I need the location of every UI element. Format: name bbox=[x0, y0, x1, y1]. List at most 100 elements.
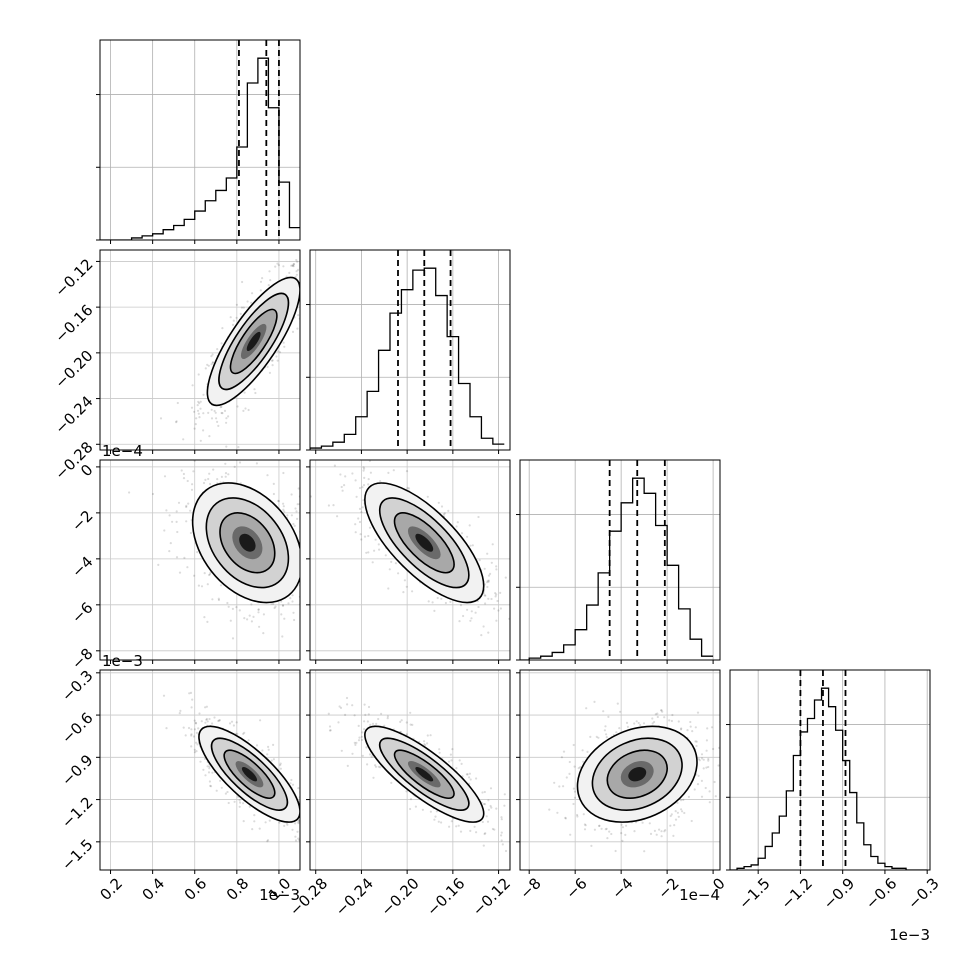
sample-point bbox=[553, 781, 556, 784]
sample-point bbox=[374, 764, 377, 767]
sample-point bbox=[282, 471, 285, 475]
sample-point bbox=[229, 619, 232, 622]
sample-point bbox=[220, 405, 223, 408]
sample-point bbox=[388, 568, 391, 571]
sample-point bbox=[193, 751, 196, 754]
offset-label-row2: 1e−4 bbox=[102, 442, 143, 460]
sample-point bbox=[360, 510, 363, 514]
sample-point bbox=[436, 596, 439, 600]
sample-point bbox=[705, 749, 708, 752]
sample-point bbox=[511, 835, 513, 837]
sample-point bbox=[364, 713, 367, 717]
sample-point bbox=[279, 764, 282, 767]
sample-point bbox=[573, 790, 577, 793]
sample-point bbox=[583, 828, 587, 831]
sample-point bbox=[468, 776, 471, 779]
sample-point bbox=[346, 703, 349, 706]
sample-point bbox=[231, 637, 235, 640]
sample-point bbox=[475, 777, 478, 780]
sample-point bbox=[217, 598, 220, 602]
sample-point bbox=[477, 515, 480, 519]
sample-point bbox=[226, 601, 229, 605]
sample-point bbox=[548, 808, 551, 811]
sample-point bbox=[672, 834, 675, 838]
sample-point bbox=[424, 744, 427, 747]
sample-point bbox=[297, 822, 300, 825]
offset-label-col0: 1e−3 bbox=[259, 886, 300, 904]
sample-point bbox=[190, 745, 193, 748]
sample-point bbox=[219, 406, 222, 409]
scatter-panel-2-0 bbox=[100, 460, 318, 660]
histogram-panel-2 bbox=[516, 459, 721, 664]
sample-point bbox=[337, 230, 339, 232]
sample-point bbox=[353, 714, 356, 717]
sample-point bbox=[649, 832, 653, 836]
sample-point bbox=[593, 700, 596, 704]
sample-point bbox=[660, 709, 663, 712]
sample-point bbox=[700, 795, 704, 798]
sample-point bbox=[244, 407, 247, 410]
sample-point bbox=[423, 743, 426, 746]
sample-point bbox=[480, 634, 483, 637]
sample-point bbox=[235, 303, 238, 306]
sample-point bbox=[569, 833, 572, 836]
sample-point bbox=[273, 606, 276, 610]
sample-point bbox=[316, 536, 318, 538]
sample-point bbox=[442, 513, 445, 516]
sample-point bbox=[175, 556, 179, 559]
sample-point bbox=[313, 331, 315, 333]
x-tick-label: 0.4 bbox=[139, 874, 169, 904]
sample-point bbox=[261, 277, 264, 280]
sample-point bbox=[184, 734, 187, 737]
sample-point bbox=[169, 542, 172, 545]
sample-point bbox=[421, 808, 424, 811]
sample-point bbox=[707, 765, 710, 769]
density-peak bbox=[239, 533, 256, 552]
sample-point bbox=[227, 801, 230, 805]
sample-point bbox=[216, 478, 219, 481]
sample-point bbox=[496, 599, 499, 603]
sample-point bbox=[516, 847, 518, 849]
sample-point bbox=[363, 476, 366, 479]
sample-point bbox=[328, 729, 332, 732]
x-tick-label: −1.5 bbox=[735, 874, 773, 912]
sample-point bbox=[303, 590, 305, 592]
sample-point bbox=[215, 417, 218, 420]
density-peak bbox=[415, 767, 434, 782]
sample-point bbox=[677, 815, 680, 818]
sample-point bbox=[200, 585, 204, 588]
sample-point bbox=[660, 709, 663, 712]
sample-point bbox=[242, 820, 245, 823]
sample-point bbox=[190, 734, 193, 737]
sample-point bbox=[362, 469, 365, 472]
sample-point bbox=[708, 801, 711, 804]
sample-point bbox=[604, 725, 607, 728]
sample-point bbox=[363, 703, 366, 706]
sample-point bbox=[190, 706, 193, 709]
sample-point bbox=[468, 524, 471, 527]
sample-point bbox=[437, 820, 440, 823]
sample-point bbox=[595, 735, 598, 739]
sample-point bbox=[190, 728, 193, 731]
sample-point bbox=[459, 830, 463, 833]
histogram-step bbox=[310, 267, 505, 450]
panel-frame bbox=[309, 459, 511, 661]
sample-point bbox=[368, 753, 372, 756]
sample-point bbox=[414, 805, 417, 808]
sample-point bbox=[426, 734, 429, 737]
sample-point bbox=[209, 571, 212, 574]
sample-point bbox=[409, 723, 412, 726]
y-tick-label: −0.6 bbox=[58, 709, 96, 747]
sample-point bbox=[186, 566, 189, 569]
sample-point bbox=[197, 727, 200, 730]
sample-point bbox=[182, 726, 185, 729]
sample-point bbox=[708, 790, 711, 793]
sample-point bbox=[458, 620, 461, 623]
sample-point bbox=[465, 773, 468, 776]
sample-point bbox=[361, 754, 364, 757]
sample-point bbox=[193, 427, 196, 430]
sample-point bbox=[233, 465, 236, 468]
sample-point bbox=[429, 810, 432, 813]
sample-point bbox=[163, 475, 167, 478]
sample-point bbox=[669, 824, 672, 827]
